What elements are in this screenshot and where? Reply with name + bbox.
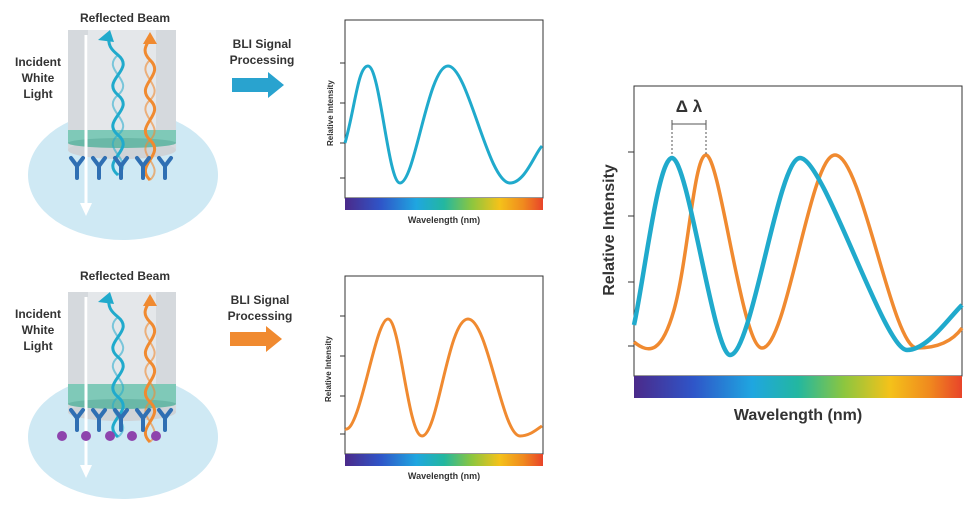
wavelength-spectrum-bar-large <box>634 376 962 398</box>
signal-curve-bottom <box>344 317 543 438</box>
signal-curve-top <box>343 64 544 185</box>
antibodies-row-bottom <box>69 408 173 432</box>
processing-arrow-bottom-icon <box>230 326 282 352</box>
sensor-illustration-top <box>28 30 218 240</box>
comparison-plot: Δ λ Relative Intensity Wavelength (nm) <box>592 80 967 430</box>
plot-ylabel-top: Relative Intensity <box>326 80 335 146</box>
plot-xlabel-top: Wavelength (nm) <box>408 215 480 225</box>
comparison-curve-orange <box>632 153 964 351</box>
reflected-beam-label-top: Reflected Beam <box>79 11 171 25</box>
incident-line-3: Light <box>23 339 53 353</box>
incident-light-label-top: Incident White Light <box>4 54 72 102</box>
wavelength-shift-marker <box>671 120 707 156</box>
processing-arrow-top-icon <box>232 72 284 98</box>
comparison-ylabel: Relative Intensity <box>601 164 618 296</box>
signal-plot-top: Relative Intensity Wavelength (nm) <box>320 18 545 233</box>
incident-line-2: White <box>21 71 55 85</box>
comparison-curve-blue <box>631 155 964 358</box>
processing-line-1: BLI Signal <box>232 37 292 51</box>
antibodies-row-top <box>69 156 173 180</box>
sensor-diagram-top <box>0 0 230 250</box>
analyte-molecules <box>57 431 161 441</box>
processing-line-2: Processing <box>227 309 293 323</box>
processing-line-1: BLI Signal <box>230 293 290 307</box>
reflected-beam-label-bottom: Reflected Beam <box>79 269 171 283</box>
signal-plot-bottom: Relative Intensity Wavelength (nm) <box>320 274 545 489</box>
plot-ylabel-bottom: Relative Intensity <box>324 336 333 402</box>
incident-line-3: Light <box>23 87 53 101</box>
delta-lambda-label: Δ λ <box>676 97 703 116</box>
incident-light-label-bottom: Incident White Light <box>4 306 72 354</box>
wavelength-spectrum-bar-bottom <box>345 454 543 466</box>
comparison-xlabel: Wavelength (nm) <box>734 407 862 424</box>
incident-line-1: Incident <box>14 55 61 69</box>
sensor-diagram-bottom <box>0 262 230 510</box>
plot-xlabel-bottom: Wavelength (nm) <box>408 471 480 481</box>
incident-line-1: Incident <box>14 307 61 321</box>
processing-line-2: Processing <box>229 53 295 67</box>
incident-line-2: White <box>21 323 55 337</box>
sensor-illustration-bottom <box>28 292 218 499</box>
processing-label-bottom: BLI Signal Processing <box>220 292 300 324</box>
wavelength-spectrum-bar-top <box>345 198 543 210</box>
processing-label-top: BLI Signal Processing <box>222 36 302 68</box>
